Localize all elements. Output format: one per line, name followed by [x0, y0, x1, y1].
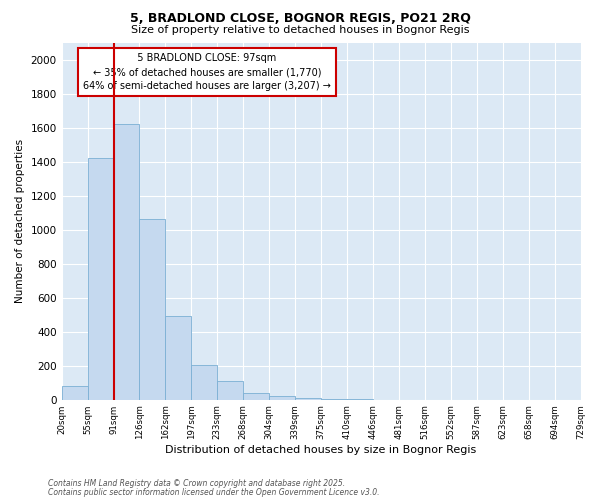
Bar	[191, 365, 217, 400]
Text: Contains public sector information licensed under the Open Government Licence v3: Contains public sector information licen…	[48, 488, 380, 497]
Y-axis label: Number of detached properties: Number of detached properties	[15, 139, 25, 303]
Bar	[88, 158, 113, 400]
Bar	[113, 124, 139, 400]
Bar	[295, 398, 321, 400]
Text: Contains HM Land Registry data © Crown copyright and database right 2025.: Contains HM Land Registry data © Crown c…	[48, 479, 345, 488]
Text: 5 BRADLOND CLOSE: 97sqm  
← 35% of detached houses are smaller (1,770)
64% of se: 5 BRADLOND CLOSE: 97sqm ← 35% of detache…	[83, 53, 331, 91]
Bar	[243, 393, 269, 400]
Bar	[166, 316, 191, 400]
Bar	[62, 386, 88, 400]
Bar	[217, 381, 243, 400]
Bar	[139, 220, 166, 400]
Bar	[321, 399, 347, 400]
Text: Size of property relative to detached houses in Bognor Regis: Size of property relative to detached ho…	[131, 25, 469, 35]
Bar	[269, 396, 295, 400]
X-axis label: Distribution of detached houses by size in Bognor Regis: Distribution of detached houses by size …	[166, 445, 477, 455]
Text: 5, BRADLOND CLOSE, BOGNOR REGIS, PO21 2RQ: 5, BRADLOND CLOSE, BOGNOR REGIS, PO21 2R…	[130, 12, 470, 26]
